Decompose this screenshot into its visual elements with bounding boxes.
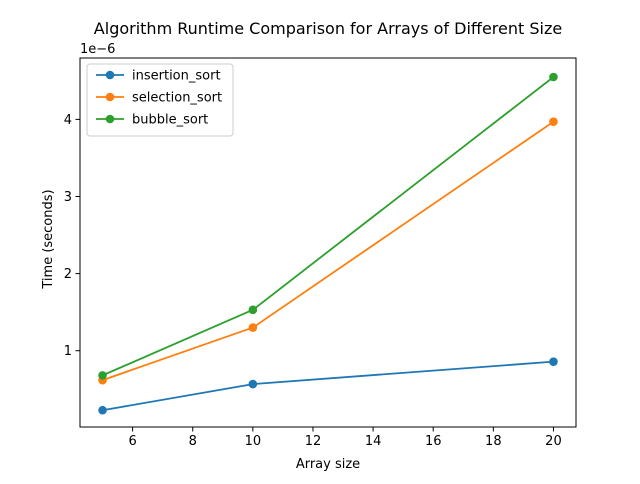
y-axis-label: Time (seconds) xyxy=(41,189,56,289)
legend-label: selection_sort xyxy=(132,91,222,106)
series-layer xyxy=(98,72,558,415)
legend-swatch-marker xyxy=(105,114,115,124)
y-offset-label: 1e−6 xyxy=(80,42,115,57)
legend: insertion_sort selection_sort bubble_sort xyxy=(86,63,234,137)
data-point xyxy=(98,405,107,415)
axes-frame xyxy=(79,57,577,428)
y-tick-label: 2 xyxy=(64,267,72,282)
y-tick-label: 4 xyxy=(64,113,72,128)
x-tick-label: 10 xyxy=(245,434,262,449)
legend-box xyxy=(86,63,234,137)
data-point xyxy=(248,323,258,332)
legend-swatch-marker xyxy=(105,92,115,102)
x-tick-label: 18 xyxy=(485,434,502,449)
data-point xyxy=(248,305,258,315)
chart-title: Algorithm Runtime Comparison for Arrays … xyxy=(94,19,562,38)
data-point xyxy=(549,117,558,127)
y-tick-label: 3 xyxy=(64,190,72,205)
x-tick-label: 8 xyxy=(189,434,197,449)
legend-label: bubble_sort xyxy=(132,113,208,128)
y-tick-label: 1 xyxy=(64,344,72,359)
x-tick-label: 6 xyxy=(128,434,136,449)
x-tick-label: 12 xyxy=(305,434,322,449)
x-tick-label: 16 xyxy=(425,434,442,449)
x-tick-label: 14 xyxy=(365,434,382,449)
data-point xyxy=(549,72,558,82)
legend-swatch-marker xyxy=(105,70,115,80)
x-axis-label: Array size xyxy=(296,457,360,472)
x-tick-label: 20 xyxy=(545,434,562,449)
data-point xyxy=(549,357,558,366)
legend-label: insertion_sort xyxy=(132,69,221,84)
data-point xyxy=(248,379,258,389)
data-point xyxy=(98,371,107,380)
